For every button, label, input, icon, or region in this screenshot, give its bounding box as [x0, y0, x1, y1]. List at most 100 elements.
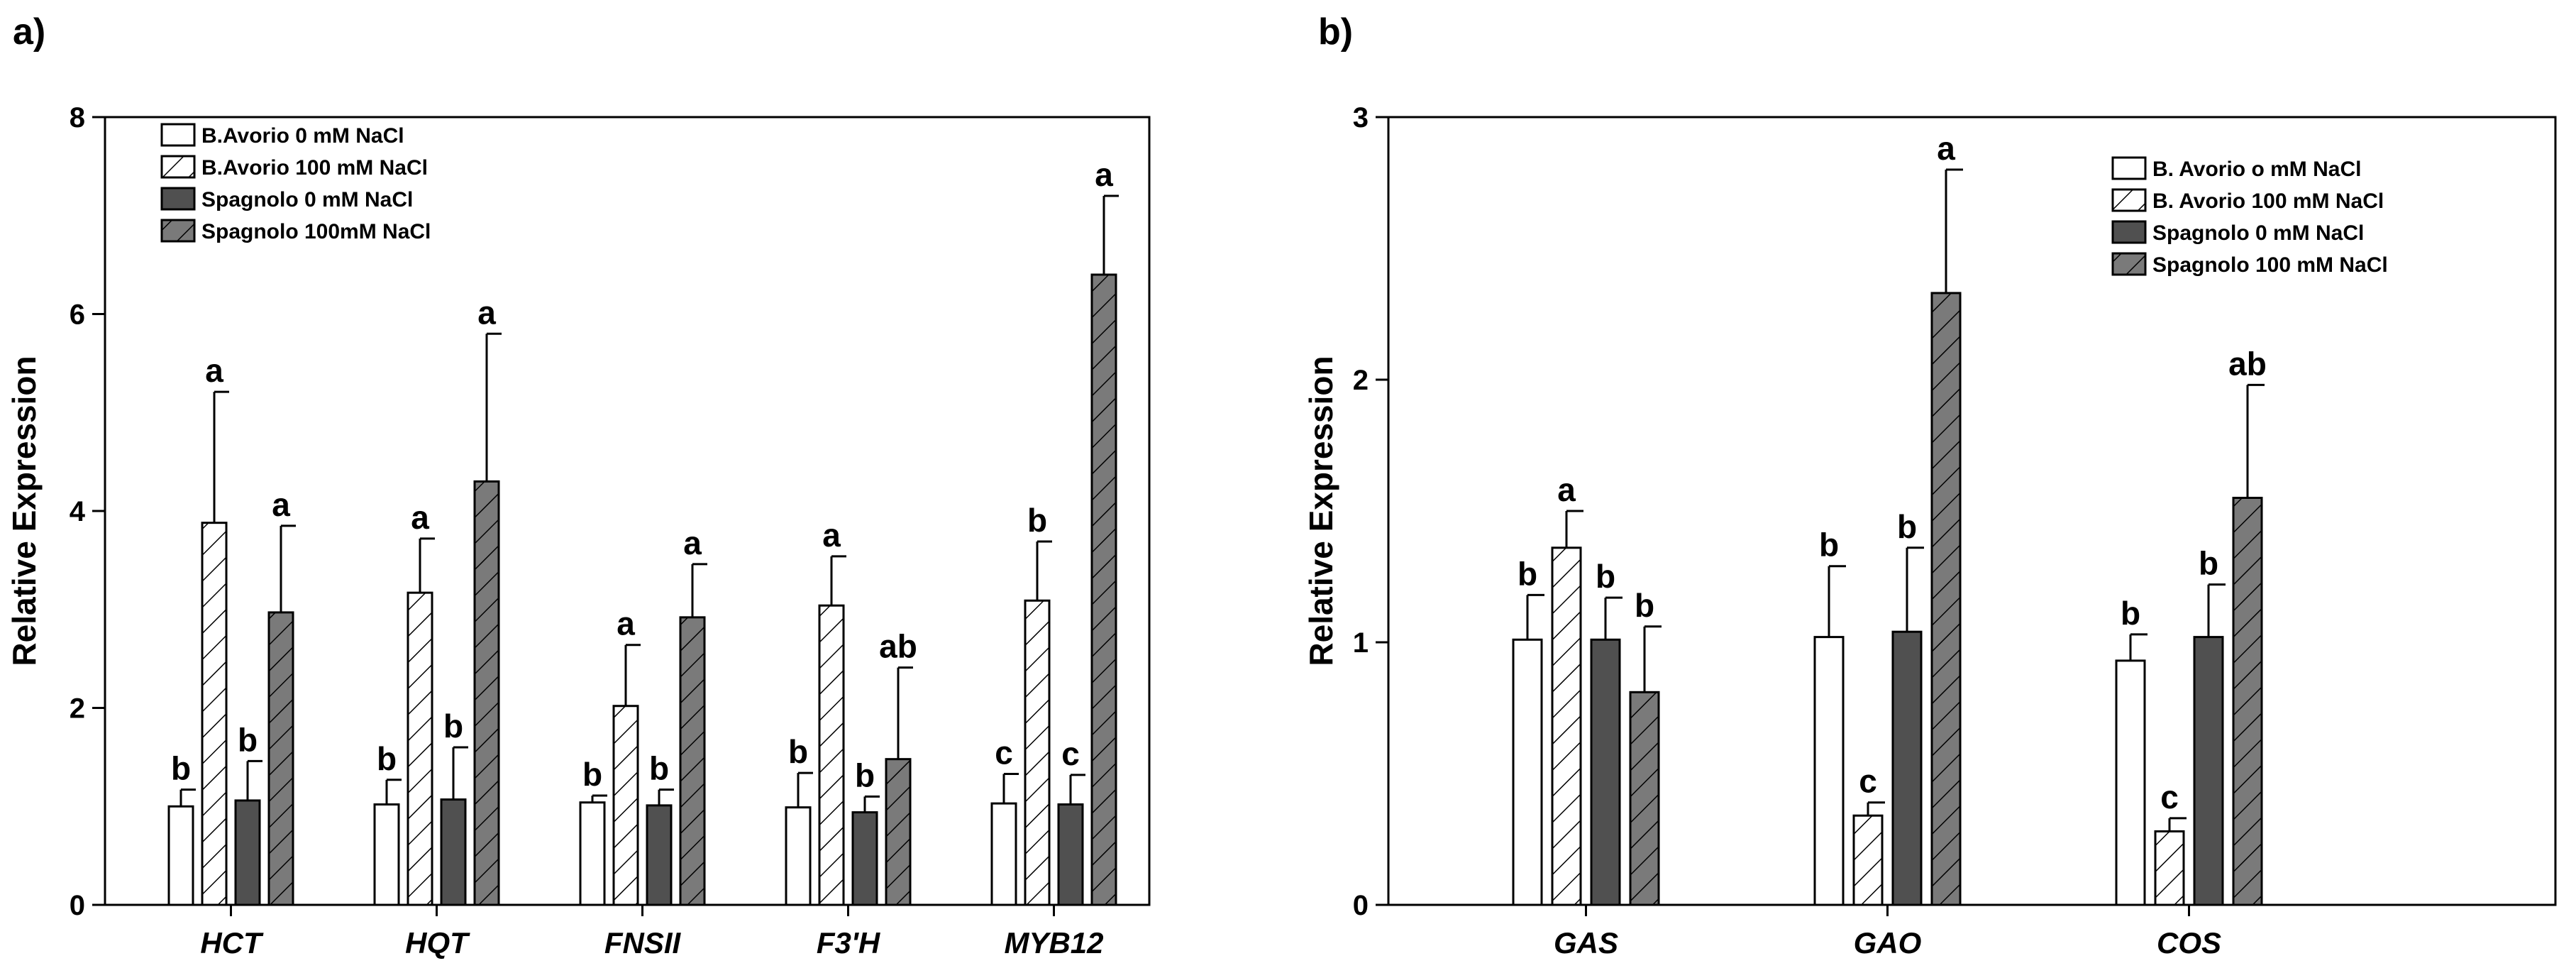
significance-letter: a — [822, 517, 841, 554]
significance-letter: a — [272, 486, 290, 523]
y-tick-label-a: 8 — [70, 102, 85, 133]
significance-letter: b — [649, 750, 669, 787]
legend-label: B. Avorio 100 mM NaCl — [2152, 189, 2384, 213]
legend-label: Spagnolo 0 mM NaCl — [2152, 221, 2364, 245]
significance-letter: b — [1819, 527, 1839, 564]
bar — [990, 802, 1017, 906]
bar — [885, 758, 912, 906]
significance-letter: b — [377, 740, 397, 777]
legend-label: B.Avorio 0 mM NaCl — [201, 124, 404, 148]
legend-label: Spagnolo 0 mM NaCl — [201, 188, 413, 211]
bar — [1852, 814, 1884, 906]
y-tick-label-b: 0 — [1353, 890, 1369, 921]
bar — [612, 705, 639, 906]
significance-letter: b — [1635, 587, 1654, 624]
significance-letter: a — [477, 294, 496, 331]
significance-letter: a — [683, 524, 702, 561]
significance-letter: c — [1061, 735, 1080, 772]
legend-swatch — [2111, 252, 2147, 276]
bar — [1551, 546, 1582, 906]
bar — [473, 480, 500, 906]
bar — [234, 799, 261, 906]
y-axis-label-a: Relative Expression — [6, 356, 43, 666]
legend-swatch — [160, 219, 196, 243]
significance-letter: c — [1859, 763, 1877, 800]
significance-letter: a — [1937, 130, 1955, 167]
plot-frame-b — [1387, 116, 2557, 906]
x-tick-label-a: F3'H — [817, 926, 881, 960]
significance-letter: a — [617, 605, 635, 642]
significance-letter: b — [1897, 508, 1917, 545]
legend-swatch — [160, 123, 196, 147]
bar — [373, 803, 400, 906]
x-tick-label-a: FNSII — [604, 926, 682, 960]
bar — [1512, 638, 1543, 906]
y-tick-label-a: 0 — [70, 890, 85, 921]
legend-label: Spagnolo 100 mM NaCl — [2152, 253, 2388, 277]
chart-panel-a: 0 2 4 6 8 Relative Expression HCT b a b a HQT b a b a FN… — [6, 102, 1151, 960]
significance-letter: b — [443, 708, 463, 744]
significance-letter: b — [1027, 502, 1047, 539]
bar — [785, 806, 812, 906]
bar — [579, 801, 606, 906]
bar — [440, 798, 467, 906]
bar — [1629, 691, 1660, 906]
bar — [1590, 638, 1621, 906]
x-tick-label-a: HQT — [405, 926, 470, 960]
significance-letter: b — [171, 750, 191, 787]
y-tick-label-b: 3 — [1353, 102, 1369, 133]
legend-label: B. Avorio o mM NaCl — [2152, 158, 2361, 181]
bar — [1057, 803, 1084, 906]
significance-letter: a — [205, 352, 223, 389]
significance-letter: b — [238, 721, 258, 758]
bar — [818, 604, 845, 906]
panel-label-a: a) — [13, 11, 45, 53]
significance-letter: c — [2160, 779, 2179, 815]
significance-letter: b — [2199, 545, 2218, 582]
significance-letter: ab — [2228, 345, 2267, 382]
y-tick-label-b: 2 — [1353, 365, 1369, 396]
bar — [2193, 636, 2224, 906]
y-tick-label-a: 4 — [70, 496, 86, 527]
bar — [851, 811, 878, 906]
bar — [679, 616, 706, 906]
legend-swatch — [160, 187, 196, 211]
x-tick-label-b: COS — [2157, 926, 2221, 960]
significance-letter: c — [995, 734, 1013, 771]
bar — [1930, 292, 1962, 906]
legend-swatch — [2111, 220, 2147, 244]
bar — [201, 522, 228, 906]
bar — [2115, 659, 2146, 906]
bar — [267, 611, 294, 906]
significance-letter: b — [1518, 555, 1537, 592]
bar — [1891, 630, 1923, 906]
legend-swatch — [160, 155, 196, 179]
legend-swatch — [2111, 156, 2147, 180]
x-tick-label-b: GAS — [1554, 926, 1618, 960]
legend-swatch — [2111, 188, 2147, 212]
significance-letter: a — [1095, 156, 1113, 193]
panel-label-b: b) — [1318, 11, 1353, 53]
y-tick-label-a: 2 — [70, 693, 85, 725]
significance-letter: b — [2121, 595, 2140, 632]
legend-label: Spagnolo 100mM NaCl — [201, 220, 431, 243]
significance-letter: a — [1557, 471, 1576, 508]
x-tick-label-b: GAO — [1854, 926, 1922, 960]
significance-letter: b — [582, 756, 602, 793]
bar — [2154, 830, 2185, 906]
significance-letter: b — [1596, 558, 1615, 595]
bar — [407, 591, 433, 906]
x-tick-label-a: MYB12 — [1004, 926, 1103, 960]
bar — [167, 805, 194, 906]
y-tick-label-a: 6 — [70, 299, 85, 331]
bar — [646, 804, 673, 906]
y-axis-label-b: Relative Expression — [1303, 356, 1339, 666]
significance-letter: a — [411, 499, 429, 536]
significance-letter: b — [788, 733, 808, 770]
bar — [1090, 273, 1117, 906]
bar — [1813, 636, 1845, 906]
x-tick-label-a: HCT — [200, 926, 264, 960]
legend-label: B.Avorio 100 mM NaCl — [201, 156, 428, 180]
